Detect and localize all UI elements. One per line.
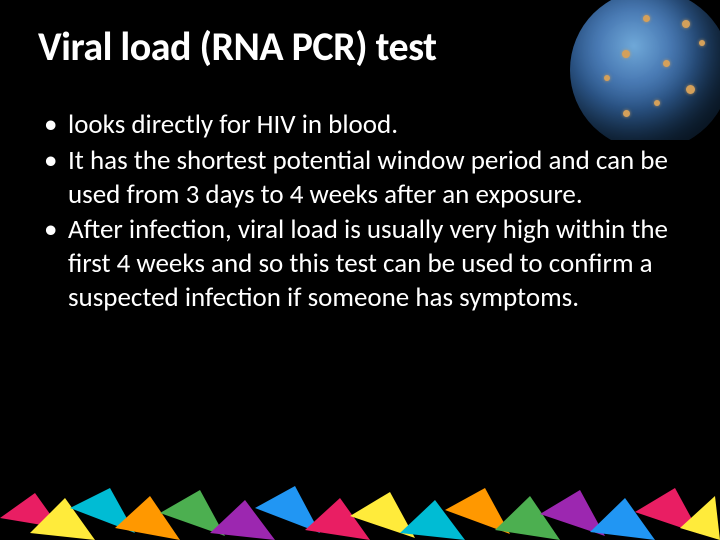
bullet-item: After infection, viral load is usually v… [38, 213, 690, 314]
virus-spike-icon [699, 40, 705, 46]
footer-svg [0, 478, 720, 540]
bullet-item: looks directly for HIV in blood. [38, 108, 690, 142]
slide-title: Viral load (RNA PCR) test [38, 22, 437, 71]
virus-spike-icon [682, 20, 690, 28]
virus-spike-icon [686, 85, 695, 94]
virus-spike-icon [663, 60, 670, 67]
slide-container: Viral load (RNA PCR) test looks directly… [0, 0, 720, 540]
bullet-list: looks directly for HIV in blood. It has … [38, 108, 690, 317]
footer-geometric-pattern [0, 478, 720, 540]
virus-spike-icon [654, 100, 660, 106]
bullet-item: It has the shortest potential window per… [38, 144, 690, 212]
virus-spike-icon [643, 15, 650, 22]
triangle-icon [495, 496, 560, 540]
virus-spike-icon [622, 50, 630, 58]
virus-spike-icon [604, 75, 610, 81]
